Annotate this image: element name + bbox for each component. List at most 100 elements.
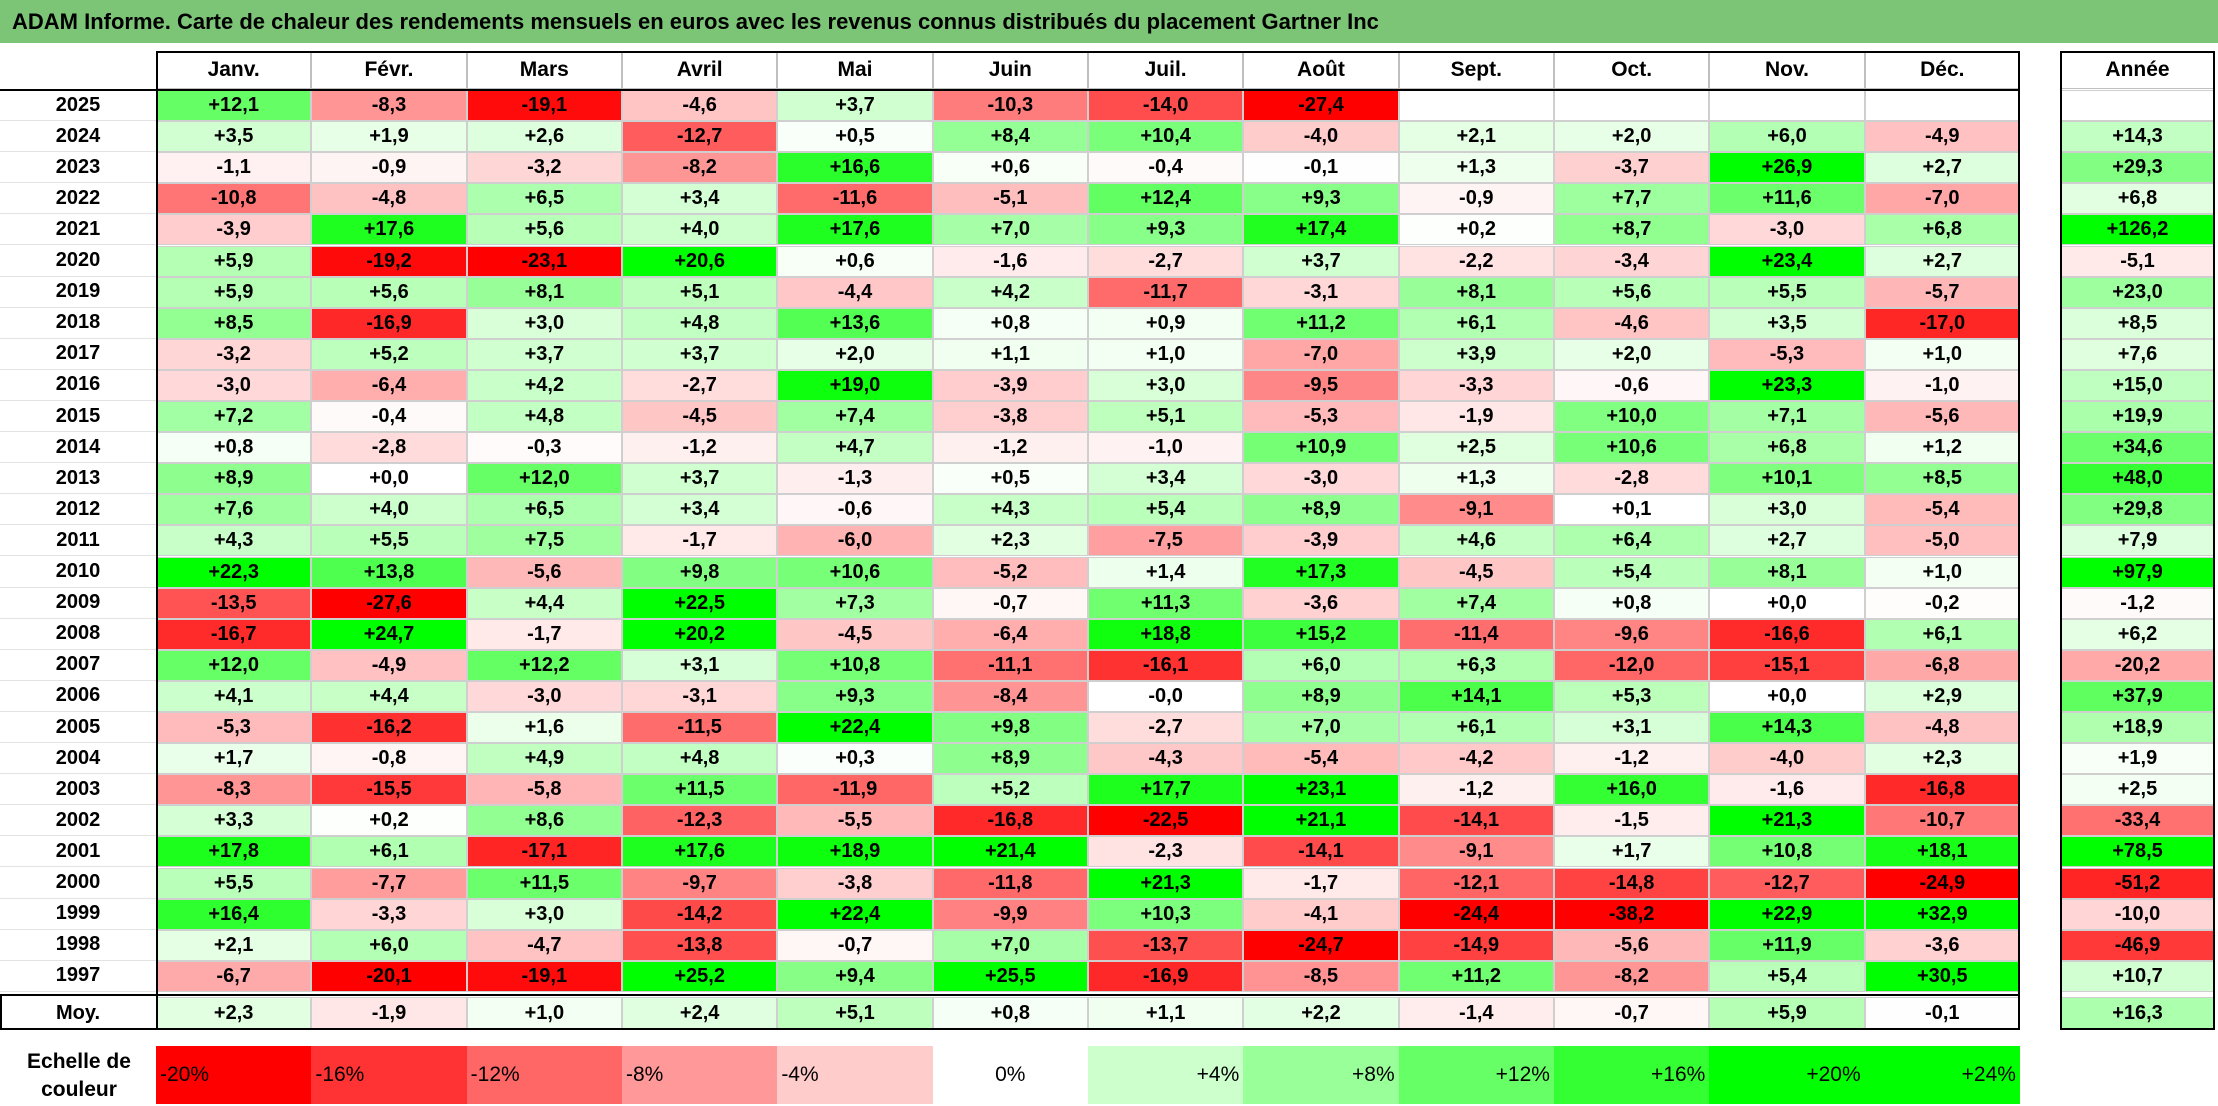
heatmap-cell: +17,3 <box>1243 556 1399 588</box>
heatmap-cell: +6,1 <box>1398 307 1554 339</box>
heatmap-cell: -5,0 <box>1864 525 2020 557</box>
heatmap-cell: +6,0 <box>1243 649 1399 681</box>
heatmap-cell: +10,8 <box>1709 836 1865 868</box>
color-scale-swatch: +20% <box>1709 1046 1865 1104</box>
month-header: Févr. <box>311 51 467 89</box>
heatmap-cell: +3,7 <box>777 90 933 122</box>
heatmap-cell: +5,9 <box>156 276 312 308</box>
heatmap-cell: -3,0 <box>156 369 312 401</box>
heatmap-cell: +23,1 <box>1243 774 1399 806</box>
heatmap-cell: -4,5 <box>777 618 933 650</box>
heatmap-cell: -9,5 <box>1243 369 1399 401</box>
heatmap-cell: -4,3 <box>1087 743 1244 775</box>
heatmap-cell: +21,4 <box>932 836 1088 868</box>
heatmap-cell: +4,3 <box>932 494 1088 526</box>
heatmap-cell: +3,0 <box>1087 369 1244 401</box>
annual-cell: +10,7 <box>2060 960 2215 992</box>
heatmap-cell: -3,1 <box>1243 276 1399 308</box>
heatmap-cell: +7,4 <box>777 401 933 433</box>
heatmap-cell: -5,2 <box>932 556 1088 588</box>
heatmap-cell: -15,1 <box>1709 649 1865 681</box>
year-label: 2011 <box>0 525 156 557</box>
heatmap-cell: +7,6 <box>156 494 312 526</box>
heatmap-cell: +19,0 <box>777 369 933 401</box>
average-cell: +1,0 <box>466 997 622 1030</box>
year-label: 1998 <box>0 929 156 961</box>
heatmap-cell: +1,0 <box>1087 338 1244 370</box>
heatmap-cell: +4,8 <box>621 743 778 775</box>
heatmap-cell: -9,1 <box>1398 494 1554 526</box>
heatmap-cell: -5,1 <box>932 183 1088 215</box>
heatmap-cell: +3,5 <box>156 121 312 153</box>
heatmap-cell: -27,4 <box>1243 90 1399 122</box>
heatmap-cell: +4,2 <box>932 276 1088 308</box>
heatmap-cell: +5,2 <box>311 338 467 370</box>
heatmap-cell: -3,0 <box>466 680 622 712</box>
heatmap-cell: +12,2 <box>466 649 622 681</box>
annual-cell: -51,2 <box>2060 867 2215 899</box>
annual-cell: +29,8 <box>2060 494 2215 526</box>
heatmap-cell: +8,1 <box>1398 276 1554 308</box>
year-label: 2022 <box>0 183 156 215</box>
annual-cell: +19,9 <box>2060 401 2215 433</box>
month-header: Juil. <box>1087 51 1244 89</box>
year-label: 2024 <box>0 121 156 153</box>
heatmap-cell: -9,7 <box>621 867 778 899</box>
annual-cell: -33,4 <box>2060 805 2215 837</box>
heatmap-cell: +4,1 <box>156 680 312 712</box>
annual-cell: -10,0 <box>2060 898 2215 930</box>
heatmap-cell: +2,0 <box>1553 338 1710 370</box>
heatmap-cell: +12,0 <box>156 649 312 681</box>
annual-cell: +34,6 <box>2060 432 2215 464</box>
annual-cell: -1,2 <box>2060 587 2215 619</box>
heatmap-cell: +5,9 <box>156 245 312 277</box>
heatmap-cell: +1,7 <box>1553 836 1710 868</box>
heatmap-cell: +0,3 <box>777 743 933 775</box>
annual-cell: +7,9 <box>2060 525 2215 557</box>
month-header: Août <box>1243 51 1399 89</box>
heatmap-cell: -38,2 <box>1553 898 1710 930</box>
month-header: Mars <box>466 51 622 89</box>
heatmap-cell: -13,7 <box>1087 929 1244 961</box>
heatmap-cell: +6,0 <box>1709 121 1865 153</box>
heatmap-cell: +3,5 <box>1709 307 1865 339</box>
heatmap-cell: +8,6 <box>466 805 622 837</box>
heatmap-cell: +20,6 <box>621 245 778 277</box>
heatmap-cell: -4,5 <box>621 401 778 433</box>
heatmap-cell: -19,1 <box>466 960 622 992</box>
heatmap-cell: +1,1 <box>932 338 1088 370</box>
heatmap-cell: +4,6 <box>1398 525 1554 557</box>
heatmap-cell: -3,6 <box>1243 587 1399 619</box>
heatmap-cell: -0,3 <box>466 432 622 464</box>
heatmap-cell: -4,8 <box>311 183 467 215</box>
heatmap-cell: +17,7 <box>1087 774 1244 806</box>
heatmap-cell: -2,3 <box>1087 836 1244 868</box>
heatmap-cell: +9,8 <box>621 556 778 588</box>
color-scale-swatch: +4% <box>1087 1046 1244 1104</box>
heatmap-cell: +13,8 <box>311 556 467 588</box>
heatmap-cell: +9,3 <box>1243 183 1399 215</box>
heatmap-cell <box>1553 90 1710 122</box>
year-label: 2023 <box>0 152 156 184</box>
chart-title: ADAM Informe. Carte de chaleur des rende… <box>0 0 2218 43</box>
heatmap-cell: +10,0 <box>1553 401 1710 433</box>
heatmap-cell: -2,7 <box>1087 712 1244 744</box>
heatmap-cell <box>1864 90 2020 122</box>
heatmap-cell: -16,9 <box>311 307 467 339</box>
heatmap-cell: -11,9 <box>777 774 933 806</box>
heatmap-cell: -3,9 <box>156 214 312 246</box>
heatmap-cell: -0,9 <box>311 152 467 184</box>
heatmap-cell: +0,2 <box>1398 214 1554 246</box>
heatmap-cell: +2,0 <box>1553 121 1710 153</box>
heatmap-cell: -1,0 <box>1864 369 2020 401</box>
heatmap-cell: +16,6 <box>777 152 933 184</box>
heatmap-cell <box>1398 90 1554 122</box>
heatmap-cell: +8,7 <box>1553 214 1710 246</box>
heatmap-cell: +22,3 <box>156 556 312 588</box>
heatmap-cell: +11,9 <box>1709 929 1865 961</box>
heatmap-cell: -2,7 <box>621 369 778 401</box>
heatmap-cell: -14,2 <box>621 898 778 930</box>
heatmap-cell: +3,3 <box>156 805 312 837</box>
heatmap-cell: -5,3 <box>156 712 312 744</box>
color-scale-label: Echelle de couleur <box>27 1050 131 1101</box>
